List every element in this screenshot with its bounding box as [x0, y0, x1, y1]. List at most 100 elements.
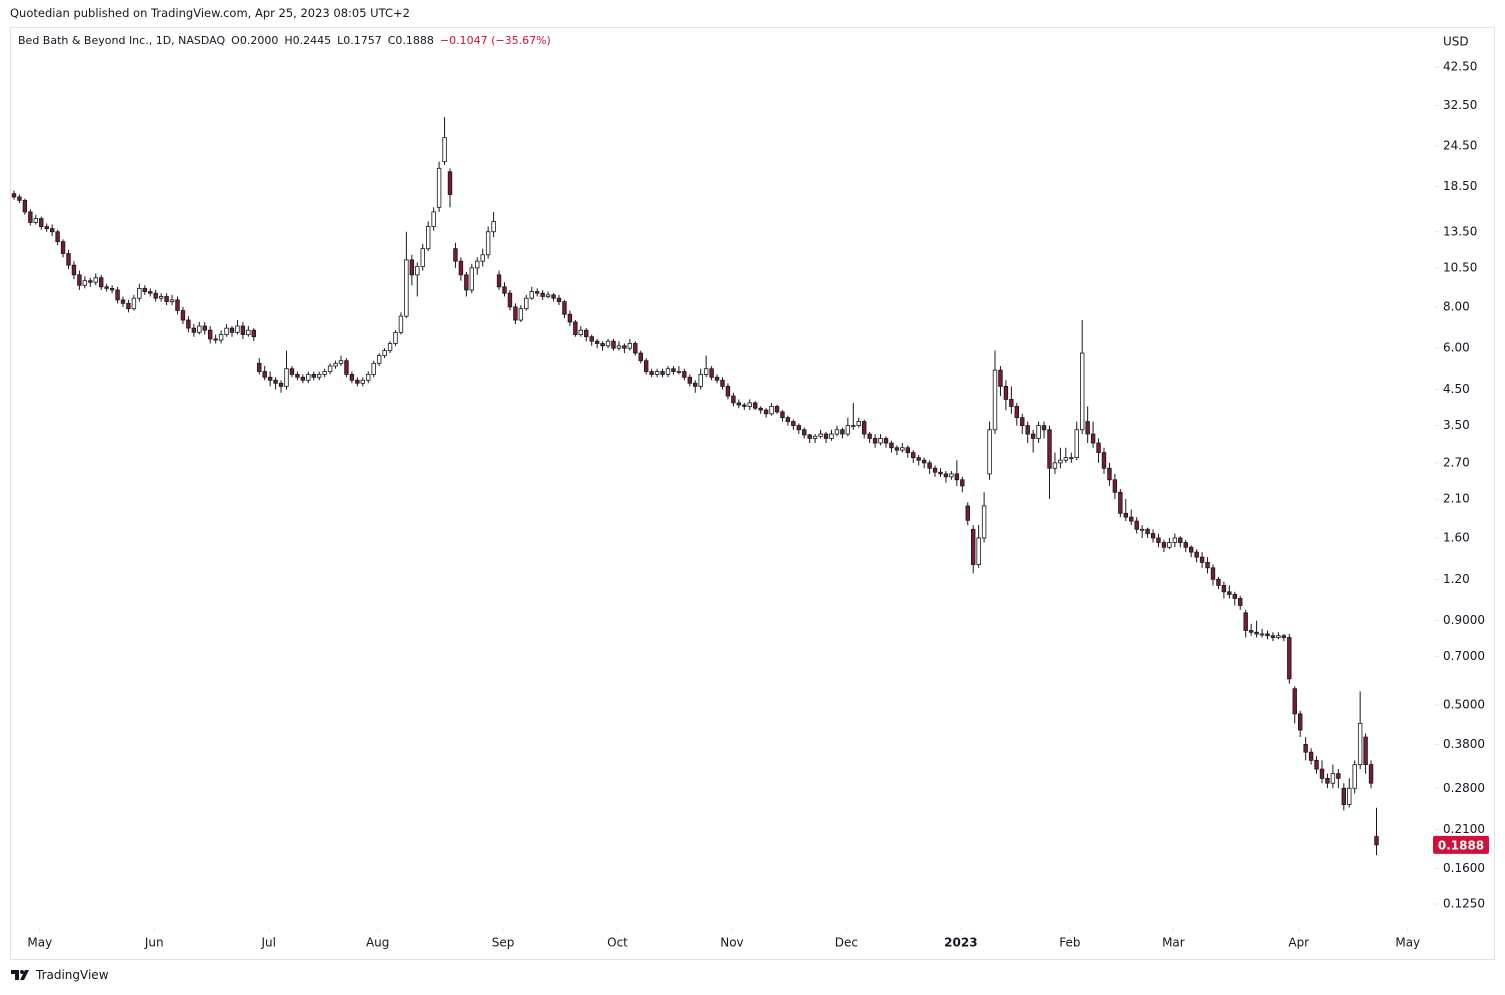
- candle-body: [1003, 385, 1009, 400]
- candle-body: [393, 331, 398, 344]
- y-tick-label: 0.7000: [1443, 649, 1485, 663]
- candle-body: [491, 221, 496, 233]
- candle-body: [333, 362, 338, 367]
- candle-body: [311, 373, 316, 378]
- candle-body: [769, 406, 774, 415]
- candle-body: [943, 473, 949, 478]
- candle-body: [82, 280, 88, 286]
- candle-body: [1303, 744, 1308, 753]
- candle-body: [616, 345, 622, 349]
- candle-body: [1210, 567, 1216, 580]
- candle-body: [921, 459, 927, 464]
- candle-body: [883, 438, 889, 444]
- candle-body: [1314, 759, 1319, 770]
- candle-body: [496, 274, 502, 288]
- candle-body: [126, 302, 131, 310]
- y-tick-label: 0.5000: [1443, 698, 1485, 712]
- y-tick-label: 32.50: [1443, 98, 1477, 112]
- candle-body: [158, 296, 164, 299]
- candle-body: [518, 308, 524, 321]
- candle-body: [1063, 457, 1069, 461]
- candle-body: [251, 329, 256, 338]
- candle-body: [1036, 425, 1041, 439]
- candle-body: [1270, 635, 1276, 638]
- candle-body: [453, 248, 458, 262]
- candle-body: [753, 402, 758, 409]
- candle-body: [480, 254, 485, 262]
- candle-body: [458, 260, 464, 276]
- ohlc-label: O0.2000: [231, 34, 279, 47]
- y-tick-label: 2.10: [1443, 491, 1470, 505]
- candle-body: [829, 433, 834, 439]
- candle-body: [1139, 528, 1145, 531]
- candle-body: [398, 315, 404, 333]
- candle-body: [257, 362, 262, 372]
- candle-body: [300, 376, 306, 381]
- candle-body: [905, 447, 910, 453]
- x-tick-label: Apr: [1288, 936, 1309, 950]
- candle-body: [780, 411, 785, 419]
- candle-body: [338, 360, 344, 364]
- candle-body: [687, 376, 692, 384]
- candle-body: [682, 371, 687, 378]
- candle-body: [17, 196, 22, 201]
- candle-body: [1052, 462, 1058, 469]
- x-tick-label: May: [1395, 936, 1420, 950]
- y-tick-label: 0.1250: [1443, 897, 1485, 911]
- candle-body: [1189, 546, 1194, 553]
- candle-body: [376, 355, 382, 364]
- candle-body: [540, 292, 545, 297]
- candle-body: [998, 369, 1003, 387]
- candle-body: [131, 297, 137, 310]
- candle-body: [235, 325, 240, 333]
- last-price-label: 0.1888: [1438, 838, 1484, 852]
- candle-body: [1243, 612, 1248, 631]
- candle-body: [44, 226, 49, 230]
- candle-body: [169, 299, 175, 303]
- candle-body: [1341, 787, 1346, 805]
- candle-body: [273, 379, 278, 384]
- candle-body: [1183, 542, 1188, 548]
- candle-body: [1172, 537, 1178, 543]
- candle-body: [1205, 561, 1210, 569]
- x-tick-label: Aug: [366, 936, 389, 950]
- candle-body: [142, 287, 147, 292]
- candle-body: [1259, 633, 1265, 636]
- y-axis-unit: USD: [1443, 35, 1469, 49]
- publisher-line: Quotedian published on TradingView.com, …: [10, 6, 410, 20]
- candle-body: [1069, 457, 1074, 460]
- candle-body: [306, 373, 311, 381]
- candle-body: [573, 321, 578, 335]
- candle-body: [938, 471, 943, 475]
- candle-body: [1167, 542, 1172, 548]
- candle-body: [900, 447, 905, 451]
- x-tick-label: Nov: [720, 936, 743, 950]
- x-tick-label: Feb: [1059, 936, 1080, 950]
- candle-body: [60, 241, 66, 254]
- candle-body: [420, 248, 425, 267]
- candle-body: [99, 277, 104, 288]
- candle-body: [1134, 520, 1139, 530]
- candle-body: [671, 368, 676, 372]
- candle-body: [703, 368, 709, 375]
- candle-body: [284, 368, 289, 387]
- candle-body: [584, 329, 589, 338]
- candle-body: [649, 371, 654, 375]
- candle-body: [622, 345, 627, 349]
- candle-body: [1178, 537, 1183, 543]
- candle-body: [77, 274, 82, 286]
- candle-body: [262, 371, 267, 378]
- candle-body: [1112, 479, 1118, 493]
- candle-body: [164, 296, 169, 303]
- candle-body: [28, 211, 33, 223]
- chart-frame: [10, 27, 1495, 960]
- candle-body: [240, 325, 246, 335]
- candle-body: [774, 406, 780, 413]
- candle-body: [327, 365, 333, 372]
- candle-body: [1352, 764, 1357, 789]
- candle-body: [862, 421, 867, 435]
- candle-body: [104, 286, 109, 289]
- x-tick-label: Jul: [260, 936, 275, 950]
- candle-body: [71, 264, 77, 276]
